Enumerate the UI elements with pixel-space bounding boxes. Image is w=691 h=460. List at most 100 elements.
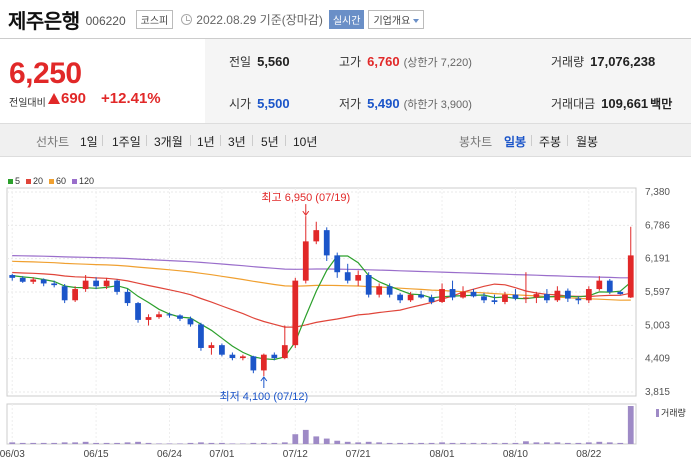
legend-ma5-swatch bbox=[8, 179, 13, 185]
candle-body bbox=[239, 356, 246, 359]
tab-3y[interactable]: 3년 bbox=[228, 135, 246, 149]
candle-body bbox=[533, 294, 540, 298]
candle-body bbox=[334, 255, 341, 273]
x-tick-label: 06/24 bbox=[157, 449, 182, 460]
tab-weekly[interactable]: 주봉 bbox=[539, 135, 562, 149]
volume-bar bbox=[544, 442, 550, 444]
tab-5y[interactable]: 5년 bbox=[261, 135, 279, 149]
legend-ma120[interactable]: 120 bbox=[72, 176, 94, 186]
candle-body bbox=[124, 291, 131, 304]
legend-ma20[interactable]: 20 bbox=[26, 176, 43, 186]
stat-volume-value: 17,076,238 bbox=[590, 54, 656, 69]
ma120-line bbox=[12, 255, 631, 279]
company-info-dropdown[interactable]: 기업개요 bbox=[368, 9, 425, 29]
tab-10y[interactable]: 10년 bbox=[293, 135, 318, 149]
x-tick-label: 07/01 bbox=[209, 449, 234, 460]
volume-bar bbox=[554, 442, 561, 444]
candle-body bbox=[219, 345, 225, 355]
tab-1y[interactable]: 1년 bbox=[197, 135, 215, 149]
candle-body bbox=[271, 354, 278, 359]
stat-low: 저가 5,490 (하한가 3,900) bbox=[339, 95, 472, 112]
volume-bar bbox=[166, 443, 173, 444]
stat-high-limit: (상한가 7,220) bbox=[403, 57, 472, 69]
volume-bar bbox=[93, 442, 99, 444]
stat-open-value: 5,500 bbox=[257, 96, 290, 111]
volume-bar bbox=[61, 442, 68, 444]
candle-body bbox=[61, 286, 68, 301]
legend-ma60-swatch bbox=[49, 179, 55, 185]
tab-1d[interactable]: 1일 bbox=[80, 135, 98, 149]
legend-ma5[interactable]: 5 bbox=[8, 176, 20, 186]
volume-bar bbox=[376, 442, 383, 444]
stat-high-value: 6,760 bbox=[367, 54, 400, 69]
stock-name: 제주은행 bbox=[8, 10, 80, 33]
candle-body bbox=[554, 290, 561, 301]
stat-high: 고가 6,760 (상한가 7,220) bbox=[339, 53, 472, 70]
high-arrow-head bbox=[302, 210, 310, 216]
tab-separator bbox=[531, 135, 532, 146]
volume-bar bbox=[51, 442, 58, 444]
volume-bar bbox=[344, 441, 351, 444]
ma60-line bbox=[12, 260, 631, 301]
x-tick-label: 06/03 bbox=[0, 449, 25, 460]
candle-body bbox=[323, 230, 330, 256]
volume-bar bbox=[72, 442, 79, 444]
x-tick-label: 07/12 bbox=[283, 449, 308, 460]
candle-body bbox=[491, 300, 498, 302]
candle-body bbox=[40, 279, 47, 284]
volume-bar bbox=[334, 440, 341, 444]
volume-bar bbox=[365, 441, 372, 444]
candle-body bbox=[575, 298, 582, 301]
candle-body bbox=[428, 297, 435, 302]
quote-date: 2022.08.29 기준(장마감) bbox=[196, 12, 323, 27]
volume-bar bbox=[103, 442, 110, 444]
market-badge: 코스피 bbox=[135, 9, 174, 29]
candle-body bbox=[135, 303, 141, 320]
volume-bar bbox=[198, 442, 204, 444]
tab-1w[interactable]: 1주일 bbox=[112, 135, 141, 149]
y-tick-label: 5,597 bbox=[645, 287, 670, 298]
realtime-button[interactable]: 실시간 bbox=[328, 9, 365, 29]
volume-bar bbox=[502, 442, 508, 444]
candle-body bbox=[449, 289, 456, 298]
volume-bar bbox=[575, 442, 582, 444]
ma20-line bbox=[12, 271, 631, 328]
volume-bar bbox=[564, 442, 571, 444]
up-triangle-icon bbox=[48, 93, 60, 104]
candle-body bbox=[198, 324, 204, 348]
volume-bar bbox=[208, 442, 215, 444]
volume-bar bbox=[386, 442, 393, 444]
stat-low-value: 5,490 bbox=[367, 96, 400, 111]
tab-monthly[interactable]: 월봉 bbox=[576, 135, 599, 149]
tab-daily[interactable]: 일봉 bbox=[504, 135, 527, 149]
tab-3m[interactable]: 3개월 bbox=[154, 135, 183, 149]
candle-body bbox=[9, 275, 16, 278]
volume-bar bbox=[355, 442, 362, 444]
candle-body bbox=[103, 280, 110, 287]
candle-body bbox=[166, 314, 173, 316]
candle-body bbox=[523, 297, 529, 299]
candle-body bbox=[439, 289, 445, 302]
price-change-percent: +12.41% bbox=[101, 90, 161, 107]
stat-prev-label: 전일 bbox=[229, 55, 252, 69]
change-label: 전일대비 bbox=[9, 98, 46, 109]
stat-amount-value: 109,661 bbox=[601, 96, 649, 111]
price-plot-frame bbox=[6, 187, 637, 397]
volume-bar bbox=[302, 429, 309, 444]
volume-bar bbox=[323, 438, 330, 444]
volume-bar bbox=[617, 442, 624, 444]
stat-high-label: 고가 bbox=[339, 55, 362, 69]
candle-body bbox=[617, 291, 624, 295]
x-tick-label: 07/21 bbox=[346, 449, 371, 460]
candle-body bbox=[512, 294, 519, 299]
candle-body bbox=[260, 354, 267, 371]
legend-ma60[interactable]: 60 bbox=[49, 176, 66, 186]
x-tick-label: 08/01 bbox=[430, 449, 455, 460]
volume-bar bbox=[313, 436, 320, 444]
candle-body bbox=[82, 280, 89, 290]
low-arrow-head bbox=[260, 376, 268, 382]
candle-body bbox=[596, 280, 603, 290]
chevron-down-icon bbox=[413, 18, 420, 23]
candle-body bbox=[376, 286, 383, 295]
